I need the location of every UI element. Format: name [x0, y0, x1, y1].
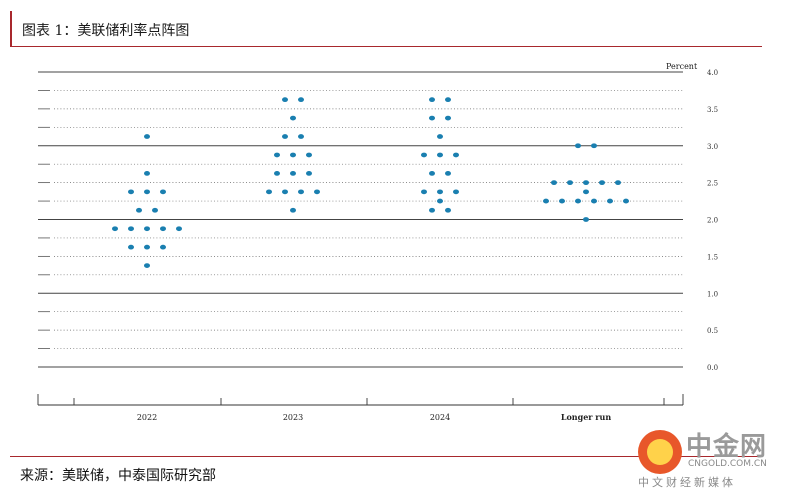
dot-longer-run	[567, 180, 573, 186]
y-tick-label: 4.0	[707, 69, 718, 77]
dot-longer-run	[583, 180, 589, 186]
y-tick-label: 1.5	[707, 253, 718, 261]
dot-2022	[112, 226, 118, 232]
dot-2023	[282, 97, 288, 103]
dot-2023	[298, 97, 304, 103]
y-tick-label: 1.0	[707, 290, 718, 298]
y-axis-label: Percent	[666, 62, 698, 71]
dot-2022	[176, 226, 182, 232]
dot-2023	[274, 171, 280, 176]
dot-2024	[421, 152, 427, 158]
dot-2022	[160, 226, 166, 232]
dot-2023	[290, 207, 296, 213]
dot-longer-run	[623, 198, 629, 204]
y-tick-label: 3.0	[707, 143, 718, 151]
dot-longer-run	[615, 180, 621, 186]
dot-2024	[437, 134, 443, 139]
y-tick-label: 3.5	[707, 106, 718, 114]
dot-2024	[429, 171, 435, 176]
dot-2022	[144, 171, 150, 176]
dot-2024	[453, 189, 459, 195]
dot-2022	[136, 207, 142, 213]
y-tick-label: 2.5	[707, 180, 718, 188]
dot-2024	[445, 97, 451, 103]
dot-2024	[429, 115, 435, 121]
dot-longer-run	[607, 198, 613, 204]
dot-2023	[306, 152, 312, 158]
dot-2023	[290, 115, 296, 121]
dot-2024	[429, 97, 435, 103]
dot-longer-run	[575, 143, 581, 149]
cngold-logo-icon	[638, 430, 682, 474]
dot-2022	[144, 226, 150, 232]
dot-2023	[298, 134, 304, 139]
title-bar: 图表 1：美联储利率点阵图	[10, 11, 762, 47]
dot-2022	[128, 226, 134, 232]
watermark-brand: 中金网	[686, 432, 768, 462]
dot-2023	[274, 152, 280, 158]
dot-2024	[445, 207, 451, 213]
dot-longer-run	[543, 198, 549, 204]
source-divider	[10, 456, 762, 457]
dot-2023	[290, 152, 296, 158]
dot-2024	[445, 171, 451, 176]
dot-2024	[421, 189, 427, 195]
dot-2024	[437, 189, 443, 195]
dot-longer-run	[551, 180, 557, 186]
dot-2024	[437, 152, 443, 158]
dot-2022	[152, 207, 158, 213]
dot-2022	[128, 244, 134, 250]
y-tick-label: 0.0	[707, 364, 718, 372]
y-tick-label: 0.5	[707, 327, 718, 335]
dot-2023	[314, 189, 320, 195]
dot-2023	[282, 189, 288, 195]
dot-longer-run	[583, 189, 589, 195]
x-tick-label: 2024	[430, 413, 450, 422]
dot-2023	[266, 189, 272, 195]
dot-2023	[282, 134, 288, 139]
dot-longer-run	[591, 143, 597, 149]
dot-2024	[429, 207, 435, 213]
dot-2024	[445, 115, 451, 121]
dot-longer-run	[599, 180, 605, 186]
dot-2022	[160, 244, 166, 250]
dot-2022	[144, 134, 150, 139]
dot-longer-run	[583, 217, 589, 222]
dot-2024	[437, 198, 443, 204]
cngold-watermark: 中金网 CNGOLD.COM.CN 中文财经新媒体	[638, 426, 788, 489]
dot-2023	[298, 189, 304, 195]
dot-longer-run	[559, 198, 565, 204]
watermark-site: CNGOLD.COM.CN	[688, 459, 767, 469]
dot-2022	[144, 263, 150, 268]
dot-2022	[128, 189, 134, 195]
x-tick-label: Longer run	[561, 412, 611, 422]
dot-2022	[144, 244, 150, 250]
figure-title: 图表 1：美联储利率点阵图	[22, 23, 190, 39]
dot-2023	[290, 171, 296, 176]
x-tick-label: 2022	[137, 413, 157, 422]
dot-longer-run	[575, 198, 581, 204]
source-note: 来源：美联储，中泰国际研究部	[20, 468, 216, 484]
y-tick-label: 2.0	[707, 217, 718, 225]
x-tick-label: 2023	[283, 413, 303, 422]
watermark-tagline: 中文财经新媒体	[638, 476, 736, 489]
dot-2024	[453, 152, 459, 158]
dot-longer-run	[591, 198, 597, 204]
dot-2022	[144, 189, 150, 195]
dot-2023	[306, 171, 312, 176]
dot-2022	[160, 189, 166, 195]
